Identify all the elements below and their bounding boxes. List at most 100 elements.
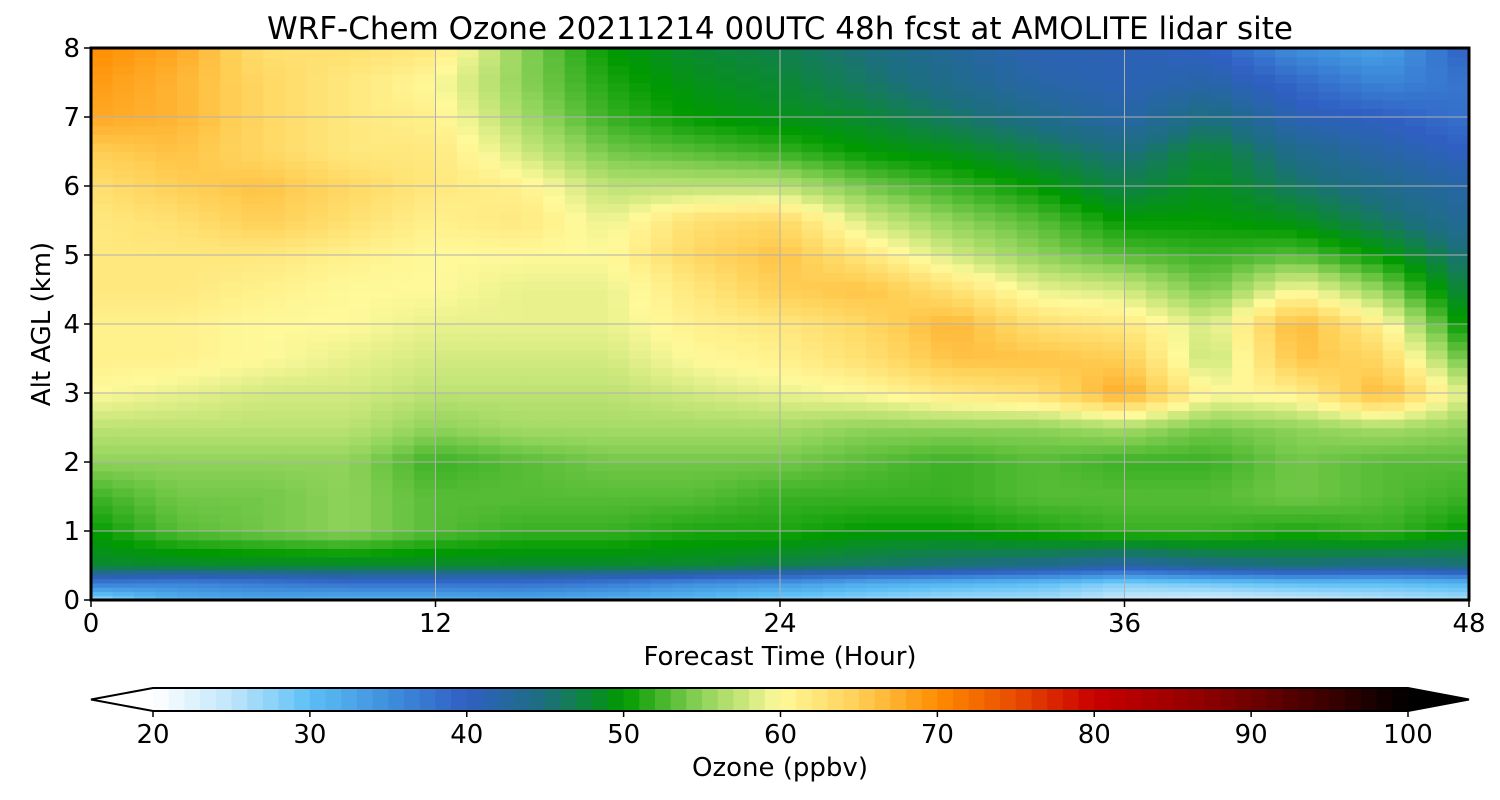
heatmap-cell xyxy=(1210,56,1233,66)
heatmap-cell xyxy=(693,587,717,593)
heatmap-cell xyxy=(629,595,652,601)
heatmap-cell xyxy=(413,367,437,377)
heatmap-cell xyxy=(693,134,717,144)
heatmap-cell xyxy=(736,479,760,489)
heatmap-cell xyxy=(1232,65,1255,75)
heatmap-cell xyxy=(1361,280,1384,291)
heatmap-cell xyxy=(1425,556,1449,567)
heatmap-cell xyxy=(478,444,501,455)
heatmap-cell xyxy=(543,410,566,420)
heatmap-cell xyxy=(607,263,630,273)
heatmap-cell xyxy=(1232,427,1255,437)
heatmap-cell xyxy=(866,177,889,187)
heatmap-cell xyxy=(629,479,652,489)
heatmap-cell xyxy=(758,522,781,532)
heatmap-cell xyxy=(1275,418,1298,429)
heatmap-cell xyxy=(1382,332,1406,342)
heatmap-cell xyxy=(887,151,910,161)
heatmap-cell xyxy=(973,220,997,230)
heatmap-cell xyxy=(823,65,846,75)
heatmap-cell xyxy=(500,82,523,92)
heatmap-cell xyxy=(973,246,997,256)
heatmap-cell xyxy=(758,272,781,282)
heatmap-cell xyxy=(198,427,221,437)
heatmap-cell xyxy=(995,229,1018,239)
heatmap-cell xyxy=(1189,367,1212,377)
heatmap-cell xyxy=(1232,574,1255,580)
heatmap-cell xyxy=(995,393,1018,403)
heatmap-cell xyxy=(457,595,480,601)
heatmap-cell xyxy=(349,418,372,429)
heatmap-cell xyxy=(349,358,372,368)
heatmap-cell xyxy=(284,237,308,248)
heatmap-cell xyxy=(952,358,975,368)
heatmap-cell xyxy=(1339,48,1363,58)
heatmap-cell xyxy=(1146,125,1169,135)
heatmap-cell xyxy=(1425,306,1449,317)
heatmap-cell xyxy=(241,203,264,213)
heatmap-cell xyxy=(220,479,243,489)
heatmap-cell xyxy=(1038,427,1061,437)
heatmap-cell xyxy=(1016,220,1040,230)
colorbar-segment xyxy=(686,688,703,711)
heatmap-cell xyxy=(349,194,372,204)
heatmap-cell xyxy=(672,280,695,291)
heatmap-cell xyxy=(1232,315,1255,325)
heatmap-cell xyxy=(650,496,674,506)
heatmap-cell xyxy=(1016,578,1040,584)
heatmap-cell xyxy=(1253,142,1276,153)
heatmap-cell xyxy=(413,582,437,588)
heatmap-cell xyxy=(543,418,566,429)
heatmap-cell xyxy=(1189,436,1212,446)
heatmap-cell xyxy=(1382,578,1406,584)
heatmap-cell xyxy=(500,211,523,222)
heatmap-cell xyxy=(1339,418,1363,429)
heatmap-cell xyxy=(1318,487,1341,498)
heatmap-cell xyxy=(284,186,308,196)
heatmap-cell xyxy=(1232,367,1255,377)
heatmap-cell xyxy=(134,263,157,273)
heatmap-cell xyxy=(930,578,953,584)
heatmap-cell xyxy=(327,565,351,571)
heatmap-cell xyxy=(1318,418,1341,429)
heatmap-cell xyxy=(909,487,932,498)
x-axis-ticks: 0 12 24 36 48 xyxy=(83,600,1486,639)
heatmap-cell xyxy=(1275,444,1298,455)
heatmap-cell xyxy=(220,531,243,541)
heatmap-cell xyxy=(392,539,415,549)
heatmap-cell xyxy=(801,462,824,472)
heatmap-cell xyxy=(672,151,695,161)
heatmap-cell xyxy=(457,556,480,567)
heatmap-cell xyxy=(435,315,458,325)
heatmap-cell xyxy=(973,569,997,575)
heatmap-cell xyxy=(413,505,437,515)
colorbar-segment xyxy=(764,688,782,711)
heatmap-cell xyxy=(995,401,1018,411)
heatmap-cell xyxy=(413,539,437,549)
colorbar-segment xyxy=(623,688,640,711)
heatmap-cell xyxy=(866,574,889,580)
heatmap-cell xyxy=(1296,375,1319,386)
heatmap-cell xyxy=(1124,587,1147,593)
heatmap-cell xyxy=(1361,393,1384,403)
heatmap-cell xyxy=(607,298,630,308)
heatmap-cell xyxy=(887,177,910,187)
heatmap-cell xyxy=(1081,91,1104,101)
heatmap-cell xyxy=(134,324,157,334)
heatmap-cell xyxy=(1447,513,1470,524)
heatmap-cell xyxy=(672,255,695,265)
heatmap-cell xyxy=(758,237,781,248)
heatmap-cell xyxy=(521,177,544,187)
heatmap-cell xyxy=(198,341,221,351)
heatmap-cell xyxy=(392,186,415,196)
heatmap-cell xyxy=(306,211,329,222)
heatmap-cell xyxy=(1318,211,1341,222)
heatmap-cell xyxy=(1189,91,1212,101)
heatmap-cell xyxy=(629,470,652,480)
heatmap-cell xyxy=(1189,444,1212,455)
heatmap-cell xyxy=(1382,367,1406,377)
heatmap-cell xyxy=(1016,272,1040,282)
heatmap-cell xyxy=(500,569,523,575)
heatmap-cell xyxy=(500,220,523,230)
heatmap-cell xyxy=(478,565,501,571)
